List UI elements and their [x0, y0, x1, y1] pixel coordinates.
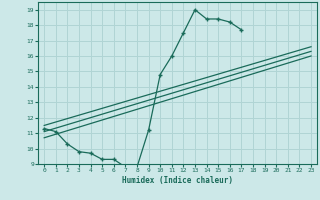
X-axis label: Humidex (Indice chaleur): Humidex (Indice chaleur)	[122, 176, 233, 185]
